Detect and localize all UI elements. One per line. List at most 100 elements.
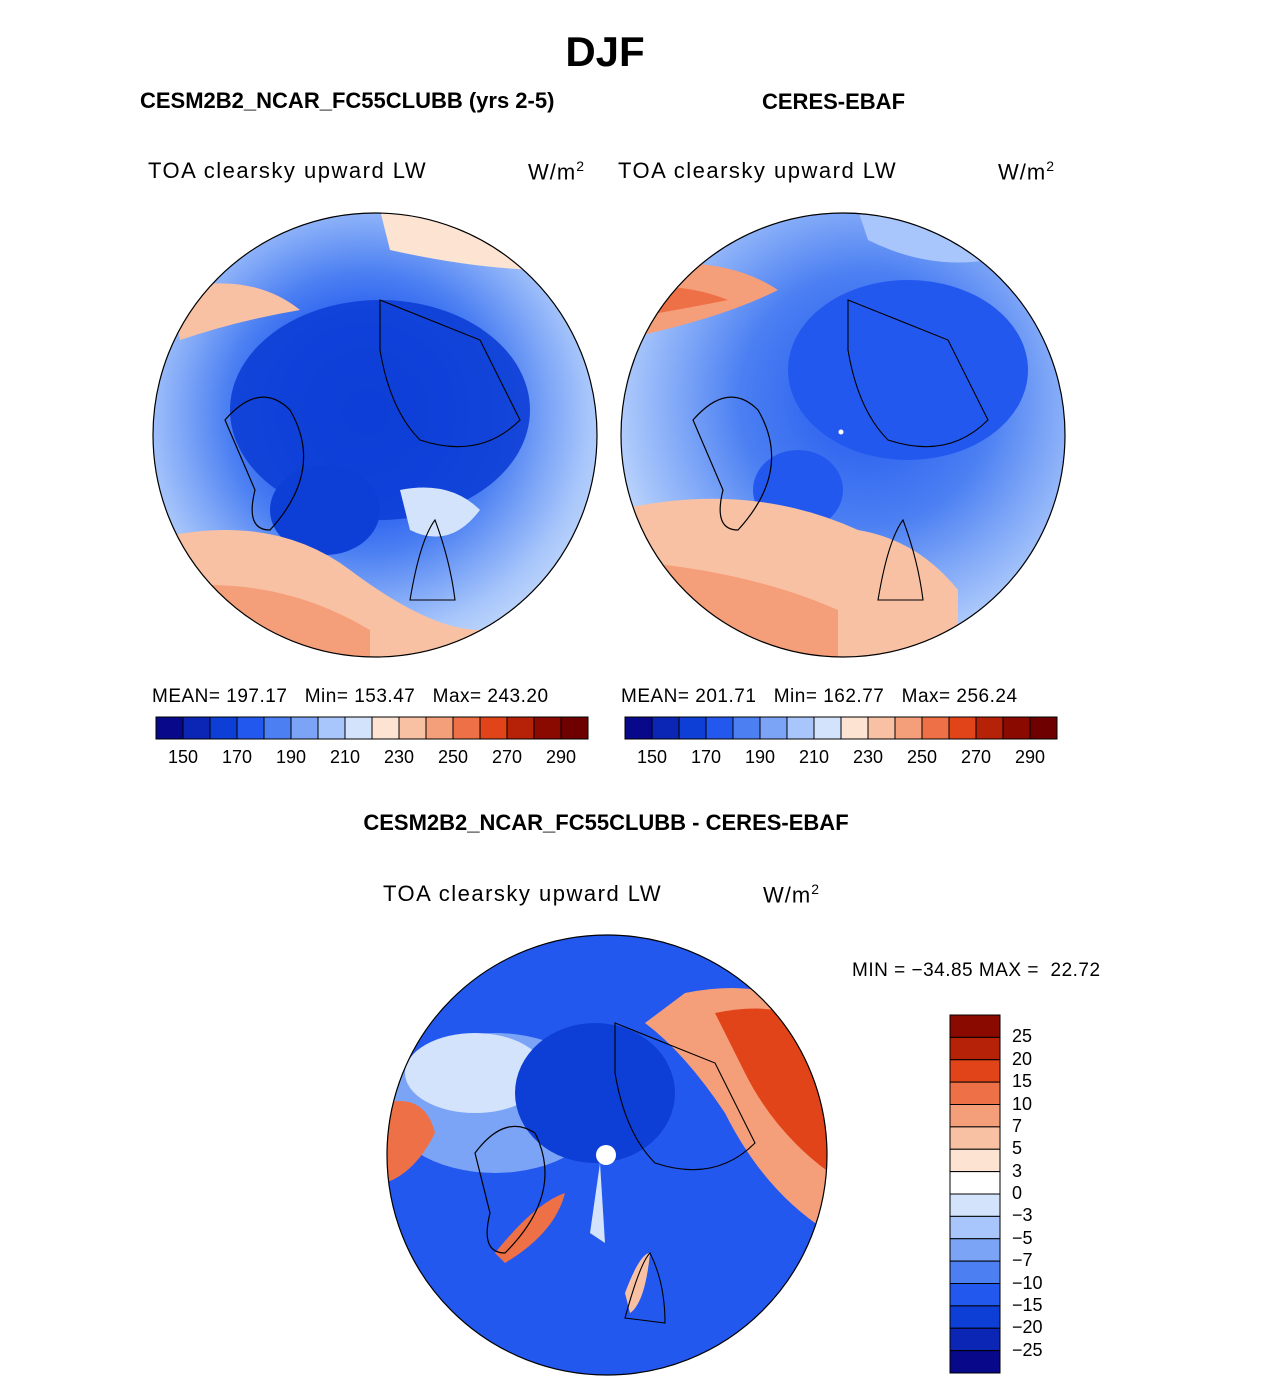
diff-colorbar-swatch	[949, 1238, 1001, 1262]
diff-colorbar-swatch	[949, 1148, 1001, 1173]
diff-colorbar-tick-label: −3	[1012, 1205, 1033, 1226]
model-colorbar	[155, 716, 589, 740]
model-colorbar-swatch	[425, 716, 454, 740]
obs-colorbar-swatch	[975, 716, 1004, 740]
diff-colorbar-tick-label: −5	[1012, 1227, 1033, 1248]
diff-colorbar-tick-label: 10	[1012, 1093, 1033, 1114]
obs-colorbar-tick-label: 150	[636, 747, 668, 767]
model-panel-title: CESM2B2_NCAR_FC55CLUBB (yrs 2-5)	[140, 88, 555, 113]
obs-colorbar	[624, 716, 1058, 740]
model-colorbar-tick-label: 210	[329, 747, 361, 767]
model-colorbar-tick-label: 250	[437, 747, 469, 767]
diff-colorbar-swatch	[949, 1126, 1001, 1150]
diff-colorbar-tick-label: −15	[1012, 1294, 1043, 1315]
model-colorbar-swatch	[371, 716, 400, 740]
diff-colorbar-swatch	[949, 1350, 1001, 1374]
obs-colorbar-swatch	[786, 716, 815, 740]
obs-colorbar-swatch	[759, 716, 788, 740]
model-colorbar-swatch	[506, 716, 535, 740]
diff-polar-map	[386, 934, 828, 1376]
diff-colorbar-tick-label: 25	[1012, 1026, 1033, 1047]
obs-polar-map	[620, 212, 1066, 658]
obs-colorbar-tick-label: 190	[744, 747, 776, 767]
diff-colorbar-tick-label: −7	[1012, 1250, 1033, 1271]
diff-colorbar-tick-label: 0	[1012, 1183, 1023, 1203]
model-colorbar-swatch	[452, 716, 481, 740]
model-colorbar-swatch	[263, 716, 292, 740]
model-colorbar-swatch	[317, 716, 346, 740]
diff-colorbar-swatch	[949, 1283, 1001, 1307]
obs-colorbar-swatch	[705, 716, 734, 740]
diff-panel-title: CESM2B2_NCAR_FC55CLUBB - CERES-EBAF	[363, 810, 849, 835]
model-colorbar-swatch	[398, 716, 427, 740]
model-colorbar-swatch	[209, 716, 238, 740]
diff-colorbar-swatch	[949, 1215, 1001, 1240]
model-colorbar-swatch	[533, 716, 562, 740]
model-colorbar-tick-label: 270	[491, 747, 523, 767]
diff-variable-label: TOA clearsky upward LW	[383, 881, 663, 906]
diff-colorbar-swatch	[949, 1014, 1001, 1038]
model-colorbar-tick-label: 170	[221, 747, 253, 767]
model-colorbar-tick-label: 230	[383, 747, 415, 767]
obs-colorbar-tick-label: 230	[852, 747, 884, 767]
obs-colorbar-tick-label: 210	[798, 747, 830, 767]
model-units-label: W/m2	[528, 158, 585, 185]
diff-colorbar-tick-label: 3	[1012, 1160, 1023, 1181]
season-title: DJF	[565, 28, 645, 75]
model-variable-label: TOA clearsky upward LW	[148, 158, 428, 183]
model-stats: MEAN= 197.17 Min= 153.47 Max= 243.20	[152, 686, 549, 707]
diff-colorbar-swatch	[949, 1305, 1001, 1329]
diff-colorbar-tick-label: 20	[1012, 1048, 1033, 1069]
diff-colorbar-swatch	[949, 1193, 1001, 1217]
obs-colorbar-tick-label: 270	[960, 747, 992, 767]
model-polar-map	[152, 212, 598, 658]
obs-colorbar-swatch	[948, 716, 977, 740]
model-colorbar-swatch	[479, 716, 508, 740]
model-colorbar-swatch	[290, 716, 319, 740]
obs-colorbar-swatch	[624, 716, 653, 740]
diff-colorbar-tick-label: 5	[1012, 1138, 1023, 1159]
obs-colorbar-tick-label: 290	[1014, 747, 1046, 767]
diff-colorbar-swatch	[949, 1081, 1001, 1105]
obs-panel-title: CERES-EBAF	[762, 89, 906, 114]
diff-colorbar-swatch	[949, 1260, 1001, 1284]
obs-units-label: W/m2	[998, 158, 1055, 185]
diff-colorbar-ticks: 25 20 15 10 7 5 3 0 −3 −5 −7 −10 −15 −20 −25	[1012, 1015, 1072, 1373]
obs-stats: MEAN= 201.71 Min= 162.77 Max= 256.24	[621, 686, 1018, 707]
obs-colorbar-swatch	[651, 716, 680, 740]
model-colorbar-tick-label: 150	[167, 747, 199, 767]
obs-colorbar-swatch	[1029, 716, 1058, 740]
diff-colorbar-tick-label: −10	[1012, 1272, 1043, 1293]
model-colorbar-swatch	[560, 716, 589, 740]
diff-colorbar-tick-label: −20	[1012, 1317, 1043, 1338]
obs-colorbar-tick-label: 170	[690, 747, 722, 767]
obs-colorbar-tick-label: 250	[906, 747, 938, 767]
model-colorbar-swatch	[344, 716, 373, 740]
diff-colorbar-tick-label: 15	[1012, 1071, 1033, 1092]
obs-colorbar-swatch	[732, 716, 761, 740]
obs-colorbar-swatch	[867, 716, 896, 740]
diff-colorbar-tick-label: 7	[1012, 1115, 1023, 1136]
diff-colorbar	[949, 1014, 1001, 1374]
obs-colorbar-swatch	[894, 716, 923, 740]
obs-colorbar-swatch	[921, 716, 950, 740]
model-colorbar-tick-label: 290	[545, 747, 577, 767]
diff-stats: MIN = −34.85 MAX = 22.72	[852, 960, 1101, 981]
obs-colorbar-ticks: 150 170 190 210 230 250 270 290	[625, 747, 1057, 771]
diff-colorbar-swatch	[949, 1036, 1001, 1061]
model-colorbar-swatch	[155, 716, 184, 740]
diff-colorbar-swatch	[949, 1327, 1001, 1352]
diff-colorbar-swatch	[949, 1171, 1001, 1195]
model-colorbar-swatch	[236, 716, 265, 740]
obs-colorbar-swatch	[678, 716, 707, 740]
model-colorbar-tick-label: 190	[275, 747, 307, 767]
obs-variable-label: TOA clearsky upward LW	[618, 158, 898, 183]
obs-colorbar-swatch	[813, 716, 842, 740]
model-colorbar-ticks: 150 170 190 210 230 250 270 290	[156, 747, 588, 771]
diff-colorbar-swatch	[949, 1059, 1001, 1083]
diff-colorbar-tick-label: −25	[1012, 1339, 1043, 1360]
diff-units-label: W/m2	[763, 881, 820, 908]
model-colorbar-swatch	[182, 716, 211, 740]
obs-colorbar-swatch	[840, 716, 869, 740]
diff-colorbar-swatch	[949, 1104, 1001, 1128]
